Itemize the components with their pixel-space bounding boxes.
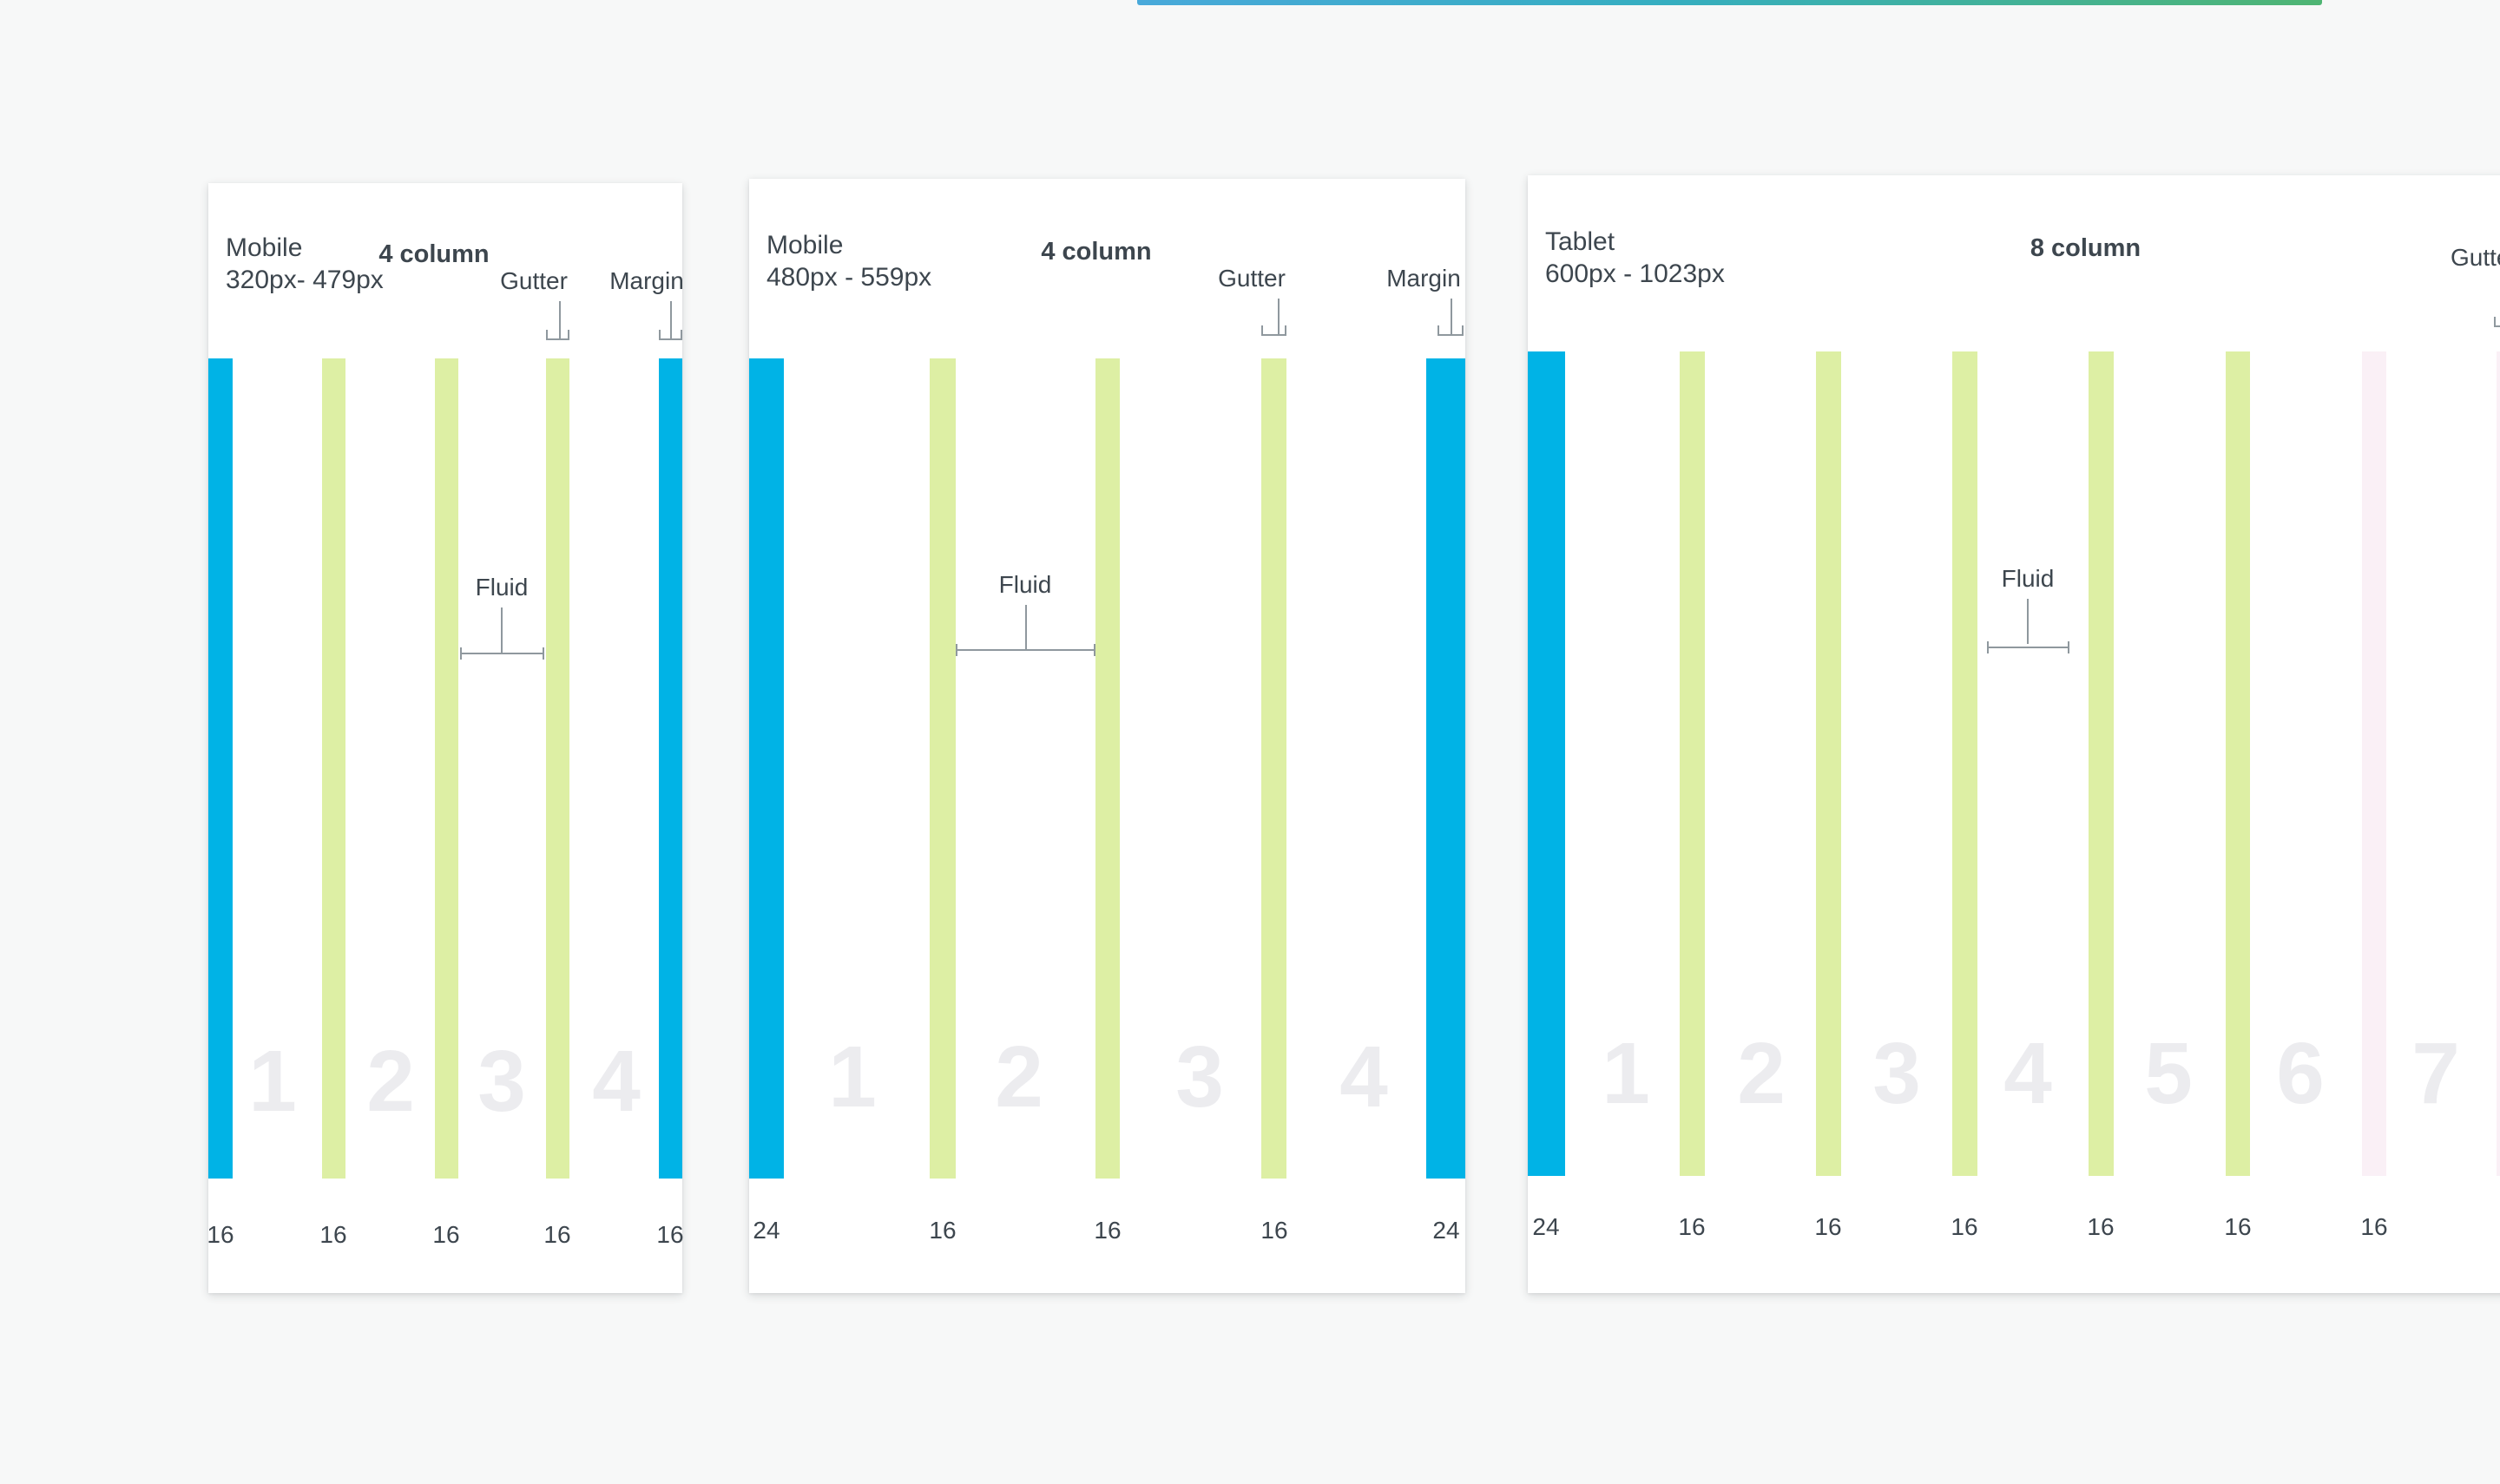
gutter-measure-bracket — [1261, 325, 1286, 336]
gutter-bar — [1680, 351, 1705, 1176]
gutter-label: Gutter — [2451, 244, 2500, 271]
gutter-bar — [1816, 351, 1841, 1176]
column-number: 4 — [592, 1033, 641, 1130]
measurement-value: 16 — [2087, 1213, 2115, 1240]
gutter-measure-bracket — [546, 330, 569, 340]
muted-gutter-bar — [2362, 351, 2386, 1176]
device-block: Mobile 320px- 479px — [226, 232, 384, 296]
margin-bar-left — [749, 358, 784, 1179]
device-block: Tablet 600px - 1023px — [1545, 226, 1725, 290]
margin-bar-right — [659, 358, 682, 1179]
gutter-measure-bracket — [2494, 317, 2500, 327]
fluid-measure-line — [956, 644, 1095, 656]
measurement-value: 24 — [753, 1217, 780, 1244]
device-range: 480px - 559px — [766, 263, 932, 292]
column-number: 4 — [1339, 1028, 1388, 1126]
measurement-value: 16 — [319, 1221, 347, 1248]
column-number: 6 — [2276, 1025, 2325, 1122]
column-number: 1 — [828, 1028, 877, 1126]
gutter-bar — [2089, 351, 2114, 1176]
device-range: 600px - 1023px — [1545, 259, 1725, 288]
margin-pointer-line — [1451, 299, 1452, 334]
device-name: Mobile — [766, 231, 844, 259]
measurement-value: 16 — [432, 1221, 460, 1248]
fluid-label: Fluid — [998, 571, 1052, 598]
breakpoint-card-mobile-480: Mobile 480px - 559px 4 column Gutter Mar… — [749, 179, 1465, 1293]
fluid-pointer-line — [2027, 599, 2029, 644]
fluid-pointer-line — [1025, 605, 1027, 650]
fluid-label: Fluid — [475, 574, 529, 601]
column-count-label: 8 column — [2030, 234, 2141, 262]
measurement-value: 16 — [1260, 1217, 1288, 1244]
column-number: 3 — [477, 1033, 526, 1130]
measurement-value: 24 — [1432, 1217, 1460, 1244]
column-number: 5 — [2144, 1025, 2193, 1122]
measurement-value: 24 — [1532, 1213, 1560, 1240]
gutter-bar — [1095, 358, 1120, 1179]
gutter-label: Gutter — [1218, 265, 1286, 292]
breakpoint-card-mobile-320: Mobile 320px- 479px 4 column Gutter Marg… — [207, 183, 684, 1293]
fluid-measure-line — [460, 647, 544, 660]
gutter-pointer-line — [1278, 299, 1280, 334]
column-number: 2 — [366, 1033, 415, 1130]
margin-bar-left — [1528, 351, 1565, 1176]
measurement-value: 16 — [2224, 1213, 2252, 1240]
device-block: Mobile 480px - 559px — [766, 229, 931, 293]
gutter-bar — [322, 358, 345, 1179]
column-number: 3 — [1872, 1025, 1921, 1122]
margin-bar-left — [208, 358, 233, 1179]
gutter-bar — [930, 358, 956, 1179]
fluid-measure-line — [1987, 641, 2069, 653]
column-number: 2 — [1737, 1025, 1786, 1122]
gutter-bar — [435, 358, 458, 1179]
measurement-value: 16 — [1814, 1213, 1842, 1240]
margin-measure-bracket — [1438, 325, 1464, 336]
margin-label: Margin — [1386, 265, 1461, 292]
column-number: 3 — [1175, 1028, 1224, 1126]
device-range: 320px- 479px — [226, 266, 384, 294]
gutter-label: Gutter — [500, 267, 568, 294]
gutter-bar — [1952, 351, 1977, 1176]
column-number: 1 — [1602, 1025, 1650, 1122]
measurement-value: 16 — [1094, 1217, 1122, 1244]
column-number: 1 — [248, 1033, 297, 1130]
column-number: 2 — [995, 1028, 1043, 1126]
column-count-label: 4 column — [1041, 238, 1152, 266]
margin-label: Margin — [609, 267, 684, 294]
gutter-pointer-line — [559, 301, 561, 338]
measurement-value: 16 — [929, 1217, 957, 1244]
margin-bar-right — [1426, 358, 1465, 1179]
fluid-label: Fluid — [2001, 565, 2055, 592]
gutter-bar — [546, 358, 569, 1179]
column-count-label: 4 column — [378, 240, 490, 268]
fluid-pointer-line — [501, 607, 503, 653]
top-accent-bar — [1137, 0, 2322, 5]
measurement-value: 16 — [2360, 1213, 2388, 1240]
device-name: Tablet — [1545, 227, 1615, 256]
gutter-bar — [2226, 351, 2250, 1176]
measurement-value: 16 — [543, 1221, 571, 1248]
breakpoint-card-tablet-600: Tablet 600px - 1023px 8 column Gutter Fl… — [1528, 175, 2500, 1293]
column-number: 4 — [2003, 1025, 2052, 1122]
gutter-bar — [1261, 358, 1286, 1179]
measurement-value: 16 — [1951, 1213, 1978, 1240]
measurement-value: 16 — [656, 1221, 684, 1248]
device-name: Mobile — [226, 233, 303, 262]
measurement-value: 16 — [207, 1221, 234, 1248]
muted-gutter-bar — [2497, 351, 2500, 1176]
margin-measure-bracket — [659, 330, 682, 340]
margin-pointer-line — [670, 301, 672, 338]
measurement-value: 16 — [1678, 1213, 1706, 1240]
column-number: 7 — [2411, 1025, 2460, 1122]
